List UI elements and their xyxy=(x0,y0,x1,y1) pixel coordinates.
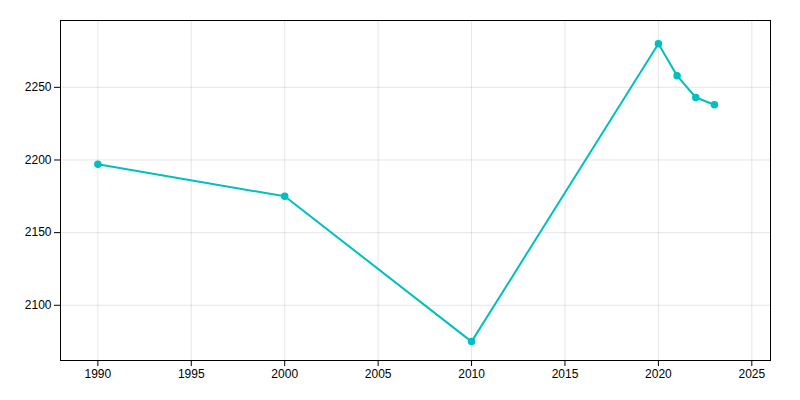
svg-text:2000: 2000 xyxy=(271,367,298,381)
svg-text:1995: 1995 xyxy=(178,367,205,381)
svg-text:2150: 2150 xyxy=(25,225,52,239)
svg-text:1990: 1990 xyxy=(85,367,112,381)
svg-text:2005: 2005 xyxy=(365,367,392,381)
svg-text:2250: 2250 xyxy=(25,80,52,94)
svg-text:2020: 2020 xyxy=(645,367,672,381)
svg-text:2025: 2025 xyxy=(738,367,765,381)
svg-text:2200: 2200 xyxy=(25,153,52,167)
svg-text:2015: 2015 xyxy=(552,367,579,381)
svg-text:2100: 2100 xyxy=(25,298,52,312)
svg-text:2010: 2010 xyxy=(458,367,485,381)
